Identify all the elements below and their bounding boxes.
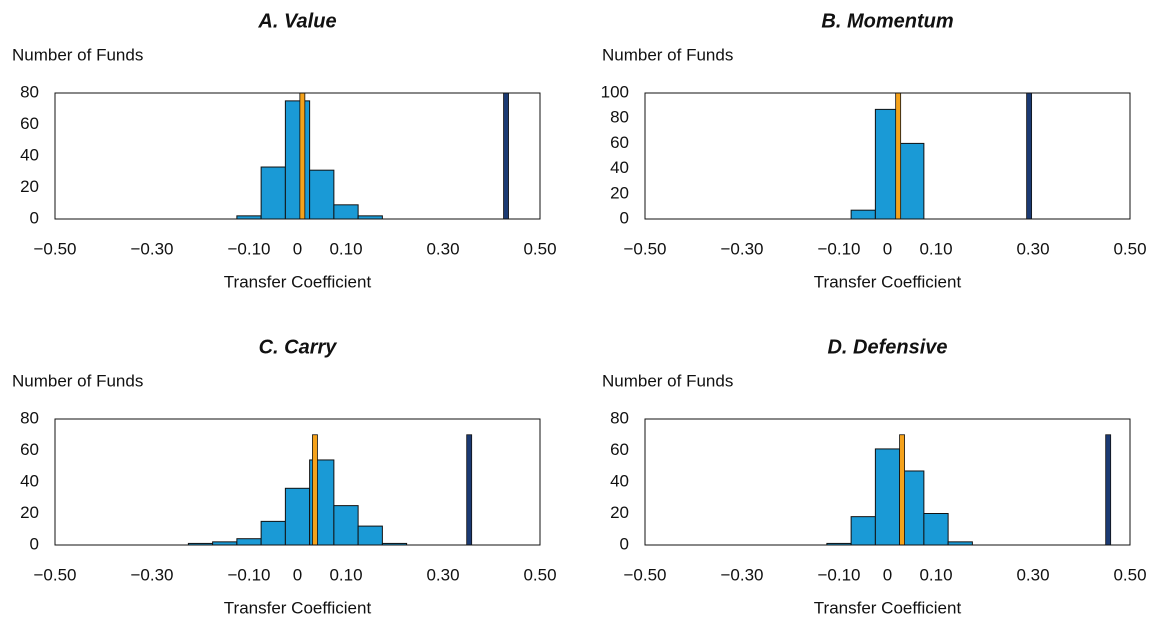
histogram-bar: [333, 204, 359, 220]
y-tick-label: 60: [610, 440, 629, 459]
x-tick-label: −0.30: [130, 239, 173, 258]
histogram-bar: [236, 538, 262, 546]
histogram-bar: [357, 525, 383, 546]
x-tick-label: −0.10: [817, 565, 860, 584]
x-tick-label: 0.10: [919, 239, 952, 258]
panel-title: B. Momentum: [821, 10, 953, 32]
x-tick-label: 0.30: [1016, 239, 1049, 258]
panel: B. Momentum Number of Funds Transfer Coeff…: [601, 10, 1147, 291]
x-tick-label: 0.50: [523, 565, 556, 584]
x-tick-label: 0.50: [1113, 565, 1146, 584]
x-tick-label: 0.50: [523, 239, 556, 258]
histogram-bar: [284, 100, 311, 220]
y-tick-label: 40: [20, 145, 39, 164]
y-tick-label: 80: [610, 108, 629, 127]
reference-bar: [503, 92, 509, 220]
reference-bar: [312, 434, 318, 546]
y-tick-label: 60: [20, 114, 39, 133]
x-tick-label: 0: [293, 239, 302, 258]
x-tick-label: 0.10: [329, 565, 362, 584]
histogram-bar: [309, 169, 335, 220]
panel: A. Value Number of Funds Transfer Coeffici…: [12, 10, 557, 291]
panel: D. Defensive Number of Funds Transfer Coef…: [602, 336, 1147, 617]
y-tick-label: 80: [20, 82, 39, 101]
y-tick-label: 80: [20, 408, 39, 427]
x-tick-label: 0.50: [1113, 239, 1146, 258]
y-tick-label: 0: [620, 534, 629, 553]
y-tick-label: 100: [601, 82, 629, 101]
x-tick-label: 0.30: [426, 565, 459, 584]
y-axis-label: Number of Funds: [602, 45, 733, 64]
histogram-bar: [874, 448, 901, 546]
histogram-bar: [850, 516, 876, 546]
x-tick-label: 0.10: [329, 239, 362, 258]
reference-bar: [899, 434, 905, 546]
plot-frame: [644, 418, 1131, 546]
y-tick-label: 40: [610, 158, 629, 177]
plot-frame: [54, 92, 541, 220]
x-tick-label: 0.10: [919, 565, 952, 584]
y-tick-label: 0: [620, 208, 629, 227]
x-axis-label: Transfer Coefficient: [814, 272, 962, 291]
reference-bar: [299, 92, 306, 220]
plot-frame: [54, 418, 541, 546]
x-axis-label: Transfer Coefficient: [814, 598, 962, 617]
histogram-bar: [284, 487, 311, 546]
x-tick-label: 0.30: [426, 239, 459, 258]
x-tick-label: −0.30: [130, 565, 173, 584]
plot-frame: [644, 92, 1131, 220]
reference-bar: [1105, 434, 1112, 546]
panel-title: C. Carry: [259, 336, 338, 358]
reference-bar: [895, 92, 902, 220]
y-axis-label: Number of Funds: [602, 371, 733, 390]
histogram-bar: [260, 166, 286, 220]
histogram-bar: [260, 520, 286, 546]
x-axis-label: Transfer Coefficient: [224, 272, 372, 291]
histogram-bar: [923, 513, 949, 546]
y-tick-label: 40: [20, 471, 39, 490]
y-tick-label: 80: [610, 408, 629, 427]
y-tick-label: 20: [610, 183, 629, 202]
y-tick-label: 20: [610, 503, 629, 522]
reference-bar: [466, 434, 473, 546]
x-tick-label: −0.30: [720, 565, 763, 584]
x-tick-label: −0.10: [227, 239, 270, 258]
histogram-bar: [850, 209, 876, 220]
reference-bar: [1026, 92, 1033, 220]
x-tick-label: 0: [883, 239, 892, 258]
y-tick-label: 60: [610, 133, 629, 152]
histogram-bar: [333, 505, 359, 546]
y-tick-label: 0: [30, 208, 39, 227]
y-tick-label: 60: [20, 440, 39, 459]
x-tick-label: 0.30: [1016, 565, 1049, 584]
y-tick-label: 40: [610, 471, 629, 490]
x-axis-label: Transfer Coefficient: [224, 598, 372, 617]
x-tick-label: −0.50: [623, 239, 666, 258]
y-axis-label: Number of Funds: [12, 371, 143, 390]
x-tick-label: 0: [883, 565, 892, 584]
x-tick-label: −0.50: [623, 565, 666, 584]
x-tick-label: −0.30: [720, 239, 763, 258]
panel-title: A. Value: [257, 10, 336, 32]
y-tick-label: 20: [20, 177, 39, 196]
panel: C. Carry Number of Funds Transfer Coeffici…: [12, 336, 557, 617]
x-tick-label: −0.50: [33, 565, 76, 584]
y-tick-label: 20: [20, 503, 39, 522]
x-tick-label: −0.50: [33, 239, 76, 258]
x-tick-label: 0: [293, 565, 302, 584]
x-tick-label: −0.10: [817, 239, 860, 258]
histogram-bar: [899, 142, 925, 220]
y-axis-label: Number of Funds: [12, 45, 143, 64]
panel-title: D. Defensive: [827, 336, 947, 358]
y-tick-label: 0: [30, 534, 39, 553]
x-tick-label: −0.10: [227, 565, 270, 584]
